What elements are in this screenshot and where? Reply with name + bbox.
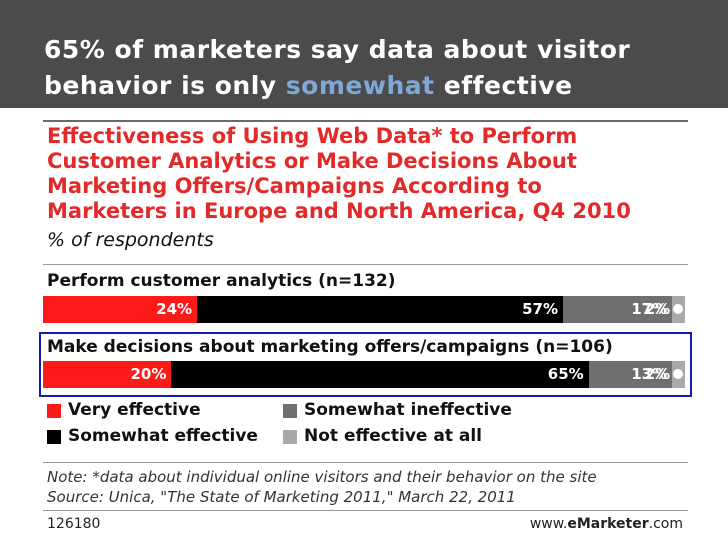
category-label-marketing-decisions: Make decisions about marketing offers/ca…	[47, 337, 613, 357]
bar-segment-very-effective	[43, 296, 198, 323]
legend-swatch-very-effective	[47, 404, 61, 418]
emarketer-logo: www.eMarketer.com	[530, 516, 683, 532]
bar-segment-somewhat-ineffective	[588, 361, 673, 388]
data-label-very-effective: 20%	[130, 365, 167, 383]
highlight-box	[39, 332, 692, 397]
chart-source: Source: Unica, "The State of Marketing 2…	[47, 488, 516, 506]
stacked-bar-analytics: 24% 57% 17% 2%	[43, 296, 685, 323]
legend-swatch-somewhat-effective	[47, 430, 61, 444]
chart-subtitle: % of respondents	[47, 229, 214, 251]
title-divider	[43, 264, 688, 265]
data-label-not-effective: 2%	[644, 365, 671, 383]
chart-title-line-2: Customer Analytics or Make Decisions Abo…	[47, 149, 577, 173]
slide-headline-line-1: 65% of marketers say data about visitor	[44, 35, 631, 64]
bar-segment-very-effective	[43, 361, 172, 388]
legend-somewhat-effective: Somewhat effective	[68, 426, 258, 446]
legend-somewhat-ineffective: Somewhat ineffective	[304, 400, 512, 420]
data-label-somewhat-ineffective: 13%	[631, 365, 668, 383]
bar-segment-somewhat-effective	[197, 296, 564, 323]
bar-segment-somewhat-effective	[171, 361, 589, 388]
brand-suffix: .com	[648, 516, 683, 532]
chart-id: 126180	[47, 516, 101, 532]
slide-header: 65% of marketers say data about visitor …	[0, 0, 728, 108]
legend-swatch-not-effective	[283, 430, 297, 444]
slide-headline-line-2: behavior is only somewhat effective	[44, 71, 573, 100]
brand-name: eMarketer	[567, 516, 649, 532]
headline-suffix: effective	[434, 71, 573, 100]
legend-very-effective: Very effective	[68, 400, 201, 420]
chart-note: Note: *data about individual online visi…	[47, 468, 597, 486]
data-label-not-effective: 2%	[644, 300, 671, 318]
notes-divider	[43, 462, 688, 463]
category-label-analytics: Perform customer analytics (n=132)	[47, 271, 396, 291]
top-rule	[43, 120, 688, 122]
chart-title-line-3: Marketing Offers/Campaigns According to	[47, 174, 542, 198]
data-label-somewhat-ineffective: 17%	[631, 300, 668, 318]
legend-not-effective: Not effective at all	[304, 426, 482, 446]
bar-segment-somewhat-ineffective	[563, 296, 673, 323]
brand-prefix: www.	[529, 516, 568, 532]
headline-highlight: somewhat	[285, 71, 435, 100]
legend-swatch-somewhat-ineffective	[283, 404, 297, 418]
chart-title-line-4: Marketers in Europe and North America, Q…	[47, 199, 631, 223]
chart-title-line-1: Effectiveness of Using Web Data* to Perf…	[47, 124, 578, 148]
footer-divider	[43, 510, 688, 511]
data-label-somewhat-effective: 57%	[522, 300, 559, 318]
data-label-very-effective: 24%	[156, 300, 193, 318]
bar-end-marker	[673, 369, 683, 379]
stacked-bar-marketing-decisions: 20% 65% 13% 2%	[43, 361, 685, 388]
headline-prefix: behavior is only	[44, 71, 286, 100]
bar-end-marker	[673, 304, 683, 314]
data-label-somewhat-effective: 65%	[547, 365, 584, 383]
